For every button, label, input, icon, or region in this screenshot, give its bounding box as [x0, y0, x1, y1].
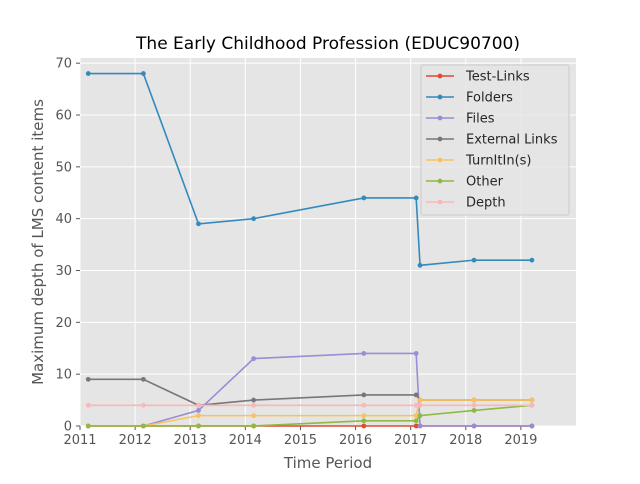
legend-label: Test-Links: [465, 70, 530, 85]
legend-swatch-marker: [437, 73, 443, 79]
legend-swatch-marker: [437, 115, 443, 121]
data-point-files: [361, 351, 367, 356]
legend-label: Files: [466, 112, 495, 127]
data-point-depth: [251, 402, 256, 408]
x-tick-label: 2011: [63, 433, 96, 448]
data-point-turnitin-s: [251, 413, 256, 419]
data-point-depth: [529, 402, 535, 408]
data-point-external-links: [413, 392, 419, 398]
data-point-external-links: [251, 397, 256, 403]
x-tick-label: 2014: [229, 433, 262, 448]
series-folders: [85, 71, 535, 268]
x-tick-label: 2015: [284, 433, 317, 448]
data-point-files: [413, 351, 419, 356]
data-point-depth: [413, 402, 419, 408]
legend-item-depth: Depth: [426, 196, 506, 211]
data-point-other: [361, 418, 367, 424]
data-point-external-links: [361, 392, 367, 398]
legend-item-other: Other: [426, 175, 504, 190]
legend-label: Other: [466, 175, 504, 190]
legend-item-test-links: Test-Links: [426, 70, 530, 85]
data-point-other: [417, 413, 423, 419]
data-point-other: [85, 423, 91, 429]
data-point-folders: [140, 71, 146, 76]
data-point-folders: [417, 262, 423, 268]
data-point-folders: [85, 71, 91, 76]
data-point-files: [196, 408, 201, 413]
data-point-folders: [196, 221, 201, 227]
legend-frame: [420, 64, 570, 216]
y-tick-label: 0: [64, 420, 72, 435]
data-point-turnitin-s: [413, 413, 419, 419]
data-point-external-links: [85, 376, 91, 382]
legend-item-turnitin-s: TurnItIn(s): [426, 154, 531, 169]
data-point-other: [196, 423, 201, 429]
legend-label: External Links: [466, 133, 558, 148]
data-point-depth: [196, 402, 201, 408]
legend-item-folders: Folders: [426, 91, 513, 106]
data-point-folders: [361, 195, 367, 201]
legend-label: Depth: [466, 196, 506, 211]
data-point-depth: [85, 402, 91, 408]
chart-title: The Early Childhood Profession (EDUC9070…: [135, 34, 520, 54]
data-point-files: [417, 423, 423, 429]
y-tick-label: 30: [55, 264, 72, 279]
x-tick-label: 2016: [339, 433, 372, 448]
data-point-other: [413, 418, 419, 424]
data-point-folders: [251, 216, 256, 222]
data-point-depth: [471, 402, 477, 408]
series-other: [85, 402, 535, 429]
data-point-test-links: [361, 423, 367, 429]
x-tick-label: 2019: [504, 433, 537, 448]
y-tick-label: 60: [55, 109, 72, 124]
y-tick-label: 20: [55, 316, 72, 331]
data-point-other: [140, 423, 146, 429]
data-point-depth: [140, 402, 146, 408]
legend-label: Folders: [466, 91, 513, 106]
data-point-turnitin-s: [417, 397, 423, 403]
legend-swatch-marker: [437, 199, 443, 205]
y-tick-label: 10: [55, 368, 72, 383]
series-depth: [85, 402, 535, 408]
data-point-depth: [417, 402, 423, 408]
series-turnitin-s: [85, 397, 535, 429]
x-axis-label: Time Period: [283, 454, 372, 472]
legend-swatch-marker: [437, 94, 443, 100]
legend-item-files: Files: [426, 112, 495, 127]
legend-swatch-marker: [437, 157, 443, 163]
data-point-folders: [413, 195, 419, 201]
y-axis-label: Maximum depth of LMS content items: [29, 99, 47, 385]
legend-item-external-links: External Links: [426, 133, 558, 148]
legend: Test-Links Folders Files External Links Turn…: [420, 64, 570, 216]
data-point-depth: [361, 402, 367, 408]
legend-swatch-marker: [437, 136, 443, 142]
axis-ticks: 2011 2012 2013 2014 2015 2016 2017 2018 2019 0 10 2…: [55, 57, 537, 448]
y-tick-label: 40: [55, 212, 72, 227]
series-group: [85, 71, 535, 429]
data-point-folders: [471, 257, 477, 263]
data-point-other: [471, 408, 477, 413]
data-point-other: [251, 423, 256, 429]
x-tick-label: 2018: [449, 433, 482, 448]
x-tick-label: 2013: [174, 433, 207, 448]
data-point-external-links: [140, 376, 146, 382]
data-point-files: [471, 423, 477, 429]
x-tick-label: 2017: [394, 433, 427, 448]
x-tick-label: 2012: [119, 433, 152, 448]
y-tick-label: 50: [55, 160, 72, 175]
data-point-files: [529, 423, 535, 429]
data-point-test-links: [413, 423, 419, 429]
y-tick-label: 70: [55, 57, 72, 72]
legend-label: TurnItIn(s): [465, 154, 531, 169]
data-point-turnitin-s: [196, 413, 201, 419]
legend-swatch-marker: [437, 178, 443, 184]
data-point-folders: [529, 257, 535, 263]
data-point-turnitin-s: [471, 397, 477, 403]
data-point-files: [251, 356, 256, 362]
data-point-turnitin-s: [361, 413, 367, 419]
data-point-turnitin-s: [529, 397, 535, 403]
